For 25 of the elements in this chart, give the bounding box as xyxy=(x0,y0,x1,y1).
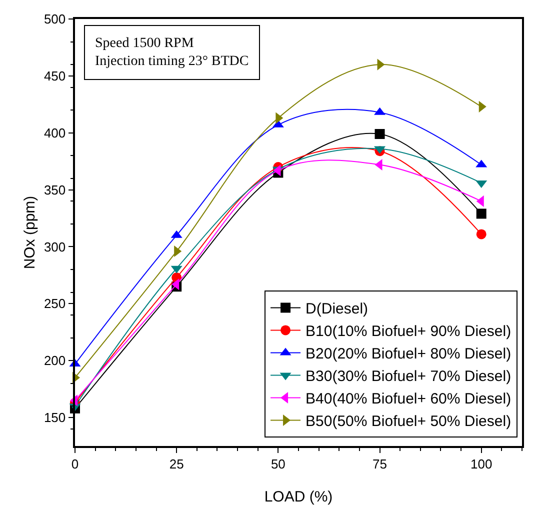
y-tick-label: 150 xyxy=(44,410,66,426)
y-tick-label: 250 xyxy=(44,296,66,312)
point xyxy=(476,208,486,219)
y-tick-label: 300 xyxy=(44,239,66,254)
x-tick-label: 75 xyxy=(372,456,388,472)
y-tick-label: 400 xyxy=(44,125,66,140)
y-tick-label: 450 xyxy=(44,68,66,84)
legend-label: B10(10% Biofuel+ 90% Diesel) xyxy=(306,323,512,340)
x-tick-label: 100 xyxy=(470,456,492,472)
legend-label: D(Diesel) xyxy=(306,300,368,318)
y-tick-label: 200 xyxy=(44,353,66,368)
legend-label: B40(40% Biofuel+ 60% Diesel) xyxy=(306,390,512,408)
annotation: Speed 1500 RPM Injection timing 23° BTDC xyxy=(95,36,249,70)
point xyxy=(476,229,486,240)
legend-label: B20(20% Biofuel+ 80% Diesel) xyxy=(306,346,512,363)
legend-label: B30(30% Biofuel+ 70% Diesel) xyxy=(306,368,512,386)
x-tick-label: 50 xyxy=(270,456,286,472)
x-axis-title: LOAD (%) xyxy=(264,488,333,506)
x-tick-label: 0 xyxy=(71,456,79,472)
y-axis-title: NOx (ppm) xyxy=(22,196,38,270)
y-tick-label: 500 xyxy=(44,12,66,27)
point xyxy=(374,129,385,140)
x-tick-label: 25 xyxy=(169,456,184,472)
legend-label: B50(50% Biofuel+ 50% Diesel) xyxy=(306,413,512,430)
y-tick-label: 350 xyxy=(44,182,66,198)
